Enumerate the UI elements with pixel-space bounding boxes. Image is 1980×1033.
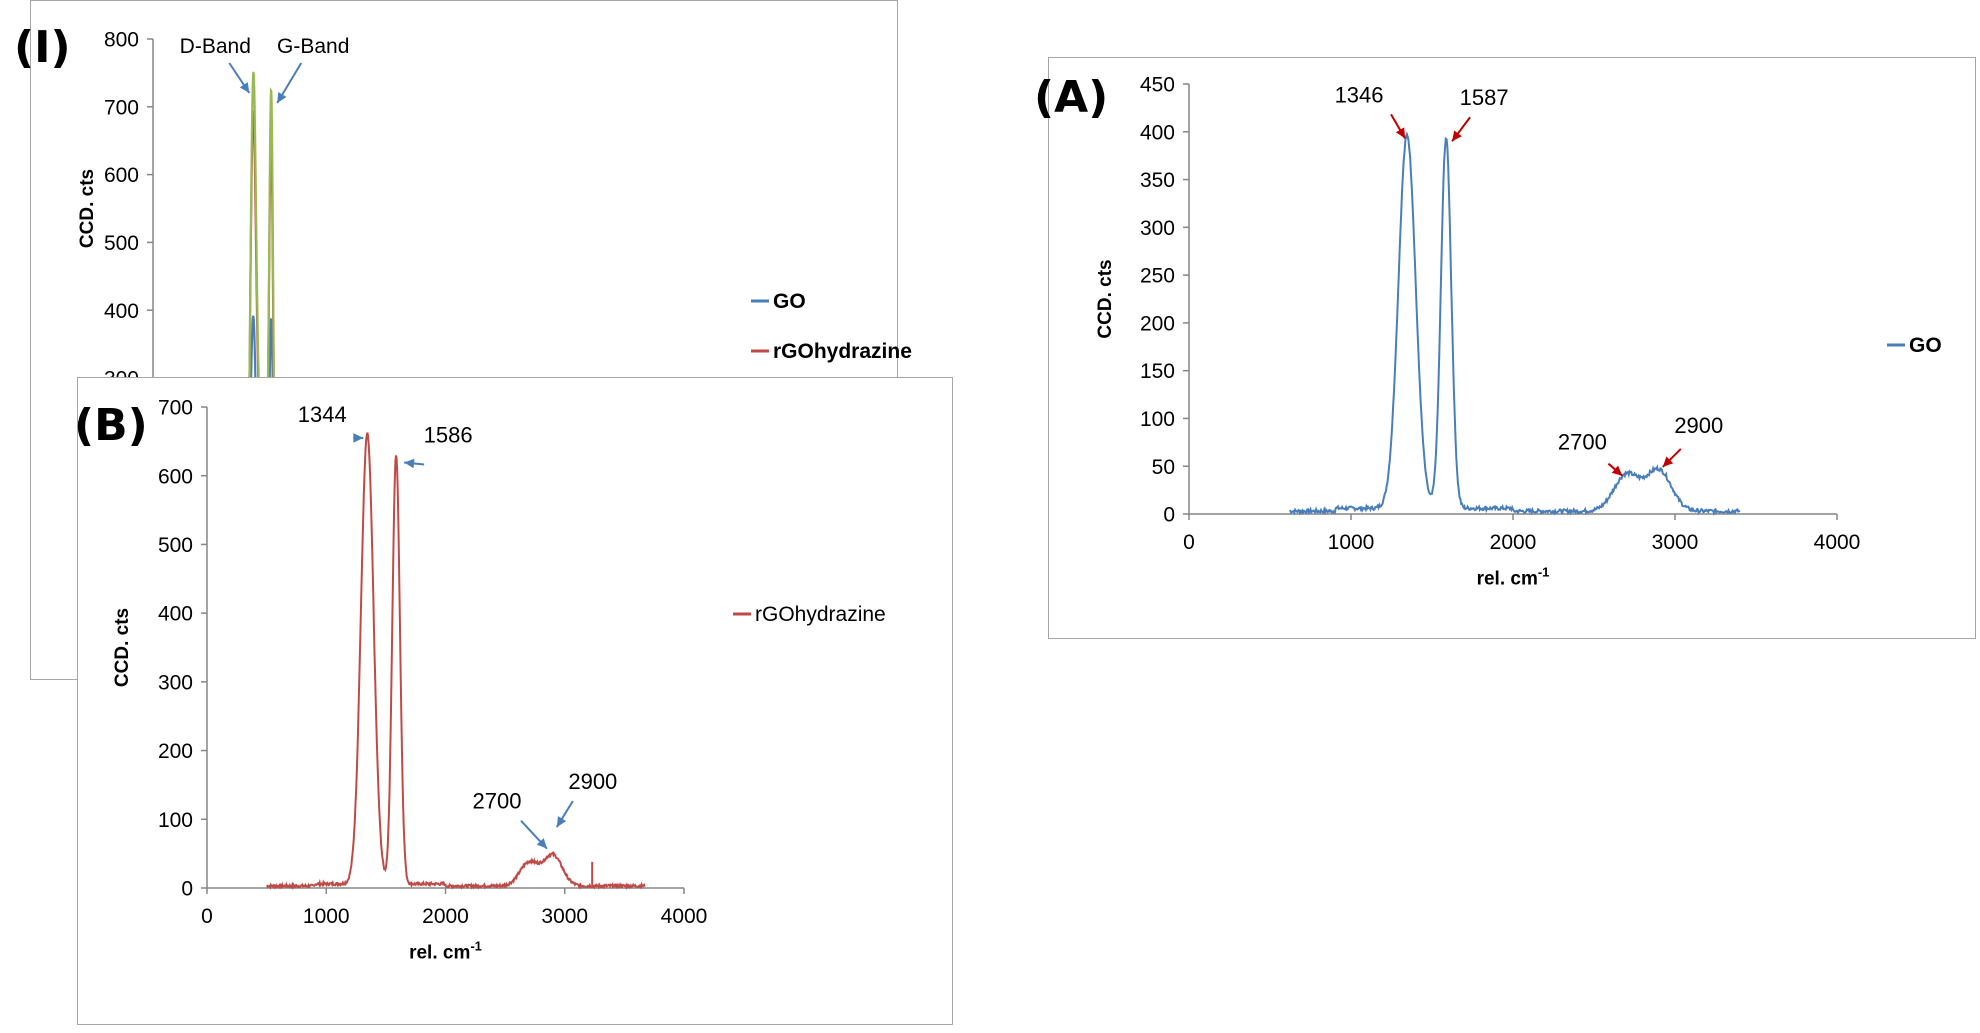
- x-tick-label: 0: [1183, 531, 1195, 554]
- legend-label-rgohydrazine: rGOhydrazine: [773, 340, 912, 363]
- legend-label-go: GO: [773, 290, 806, 313]
- annotation-arrow-2700-head: [536, 838, 547, 849]
- annotation-arrow-1586-head: [404, 458, 415, 469]
- x-tick-label: 3000: [541, 905, 588, 928]
- annotation-1346: 1346: [1335, 82, 1384, 107]
- series-line-go: [1289, 131, 1741, 517]
- panel-a-label: (A): [1034, 72, 1109, 123]
- x-tick-label: 2000: [422, 905, 469, 928]
- annotation-arrow-2700-head: [1611, 465, 1623, 476]
- y-tick-label: 200: [1140, 312, 1175, 335]
- series-line-rgohydrazine: [266, 432, 646, 891]
- y-tick-label: 400: [104, 300, 139, 323]
- annotation-2700: 2700: [472, 789, 521, 814]
- y-axis-title: CCD. cts: [112, 608, 133, 687]
- x-tick-label: 2000: [1490, 531, 1537, 554]
- annotation-2700: 2700: [1558, 430, 1607, 455]
- annotation-2900: 2900: [568, 769, 617, 794]
- y-tick-label: 0: [181, 878, 193, 901]
- y-tick-label: 600: [104, 164, 139, 187]
- x-tick-label: 4000: [1814, 531, 1861, 554]
- y-tick-label: 500: [104, 232, 139, 255]
- annotation-arrow-g-band-head: [277, 92, 287, 103]
- y-tick-label: 800: [104, 29, 139, 52]
- y-tick-label: 400: [1140, 121, 1175, 144]
- annotation-2900: 2900: [1674, 413, 1723, 438]
- annotation-arrow-1346-head: [1395, 127, 1406, 139]
- y-tick-label: 700: [158, 397, 193, 420]
- panel-b-label: (B): [74, 400, 148, 451]
- x-tick-label: 1000: [1328, 531, 1375, 554]
- y-axis-title: CCD. cts: [1095, 259, 1116, 338]
- panel-a-chart: 0 50 100 150 200 250 300 350 400 450 0 1000 2000 3000…: [1048, 57, 1976, 639]
- x-tick-label: 3000: [1652, 531, 1699, 554]
- x-axis-title: rel. cm-1: [1477, 565, 1550, 590]
- x-tick-label: 1000: [303, 905, 350, 928]
- annotation-1586: 1586: [424, 423, 473, 448]
- y-tick-label: 100: [1140, 408, 1175, 431]
- x-axis-title: rel. cm-1: [409, 939, 482, 964]
- annotation-arrow-2900-head: [556, 816, 567, 828]
- y-tick-label: 350: [1140, 169, 1175, 192]
- y-tick-label: 250: [1140, 265, 1175, 288]
- annotation-g-band: G-Band: [277, 35, 349, 58]
- annotation-1344: 1344: [298, 402, 347, 427]
- y-tick-label: 700: [104, 96, 139, 119]
- y-tick-label: 50: [1152, 456, 1175, 479]
- panel-a-plot: 0 50 100 150 200 250 300 350 400 450 0 1000 2000 3000…: [1095, 74, 1942, 590]
- panel-b-plot: 0 100 200 300 400 500 600 700 0 1000 2000 3000 4000 C…: [112, 397, 886, 964]
- y-tick-label: 300: [1140, 217, 1175, 240]
- panel-b-chart: 0 100 200 300 400 500 600 700 0 1000 2000 3000 4000 C…: [77, 377, 953, 1025]
- annotation-1587: 1587: [1460, 85, 1509, 110]
- y-tick-label: 100: [158, 809, 193, 832]
- annotation-arrow-1587-head: [1452, 130, 1462, 142]
- panel-i-label: (I): [14, 22, 71, 73]
- y-tick-label: 200: [158, 740, 193, 763]
- x-tick-label: 4000: [661, 905, 708, 928]
- y-tick-label: 300: [158, 671, 193, 694]
- y-tick-label: 600: [158, 465, 193, 488]
- legend-label-rgohydrazine: rGOhydrazine: [755, 603, 886, 626]
- x-axis-title-superscript: -1: [1538, 565, 1550, 580]
- y-tick-label: 500: [158, 534, 193, 557]
- y-tick-label: 150: [1140, 360, 1175, 383]
- x-axis-title-superscript: -1: [470, 939, 482, 954]
- annotation-d-band: D-Band: [180, 35, 251, 58]
- annotation-arrow-2900-head: [1662, 456, 1674, 467]
- x-tick-label: 0: [201, 905, 213, 928]
- y-tick-label: 450: [1140, 74, 1175, 97]
- y-tick-label: 0: [1163, 504, 1175, 527]
- y-axis-title: CCD. cts: [77, 169, 98, 248]
- legend-label-go: GO: [1909, 334, 1942, 357]
- annotation-arrow-d-band-head: [239, 82, 250, 93]
- annotation-arrow-1344-head: [353, 433, 364, 443]
- y-tick-label: 400: [158, 603, 193, 626]
